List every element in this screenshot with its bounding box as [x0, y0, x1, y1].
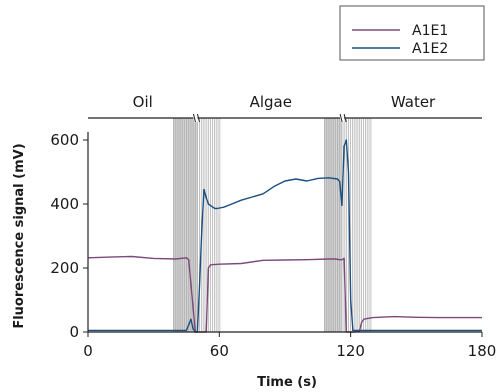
axes: 0 200 400 600 0 60 120 180	[50, 131, 496, 360]
series-lines	[87, 139, 482, 333]
series-line-a1e1	[87, 255, 482, 333]
legend-box	[339, 5, 485, 61]
y-tick-label: 0	[69, 323, 79, 341]
phase-separator-1	[343, 113, 347, 123]
phase-separator-0	[196, 113, 200, 123]
transition-bands	[173, 118, 372, 332]
y-tick-label: 400	[50, 195, 79, 213]
x-tick-label: 0	[83, 342, 93, 360]
legend-label-a1e2: A1E2	[412, 41, 448, 57]
phase-label-water: Water	[391, 93, 436, 111]
x-axis-title: Time (s)	[257, 375, 317, 390]
legend: A1E1 A1E2	[339, 5, 485, 61]
x-tick-label: 120	[336, 342, 365, 360]
legend-label-a1e1: A1E1	[412, 23, 448, 39]
y-tick-label: 600	[50, 131, 79, 149]
phase-separator-1	[339, 113, 343, 123]
x-tick-label: 180	[468, 342, 497, 360]
x-tick-label: 60	[210, 342, 229, 360]
phase-separator-0	[192, 113, 199, 123]
phase-label-oil: Oil	[133, 93, 153, 111]
phase-separator-1	[339, 113, 346, 123]
y-axis-title: Fluorescence signal (mV)	[12, 143, 27, 328]
phase-label-algae: Algae	[250, 93, 292, 111]
phase-bar: Oil Algae Water	[88, 93, 482, 123]
y-tick-label: 200	[50, 259, 79, 277]
series-line-a1e2	[88, 139, 482, 333]
phase-separator-0	[192, 113, 196, 123]
